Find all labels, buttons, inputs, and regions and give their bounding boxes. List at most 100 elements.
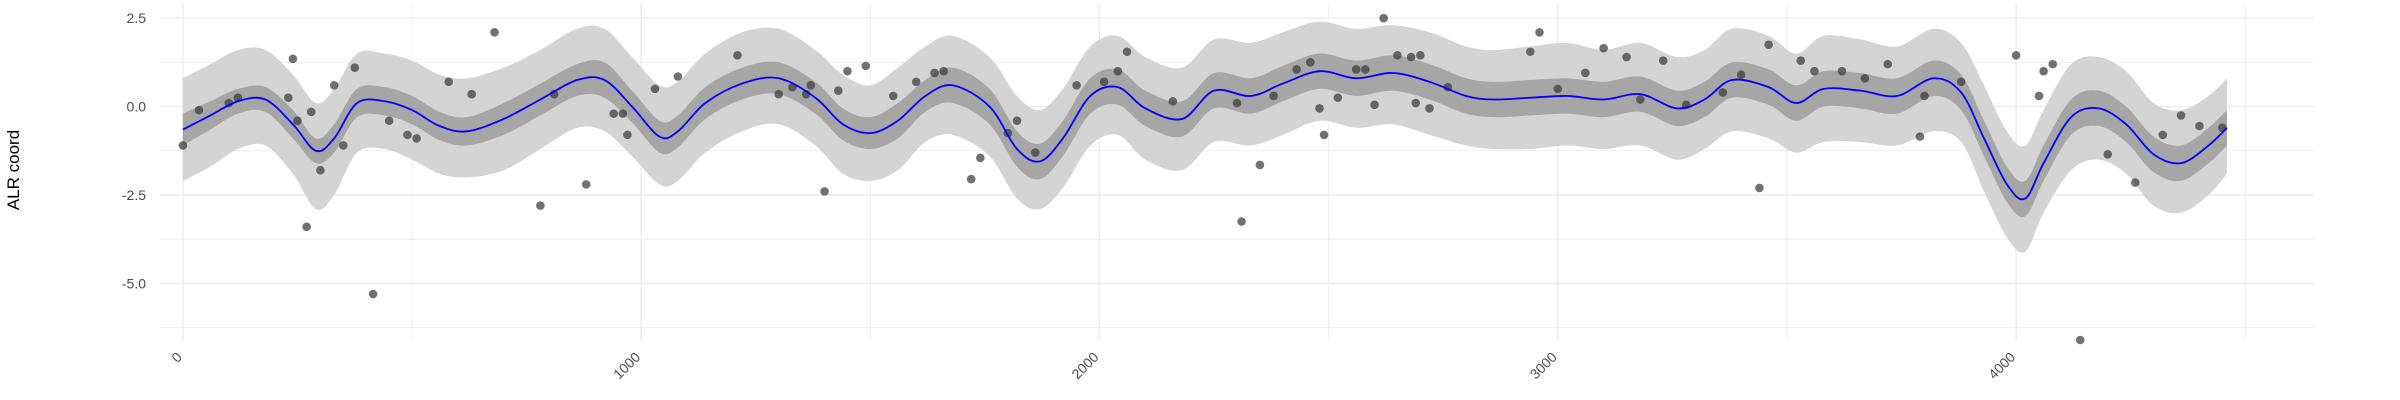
- data-point: [1736, 70, 1746, 80]
- data-point: [733, 50, 742, 60]
- data-point: [1379, 13, 1388, 23]
- data-point: [1269, 91, 1278, 101]
- data-point: [1031, 148, 1040, 157]
- data-point: [1113, 66, 1123, 76]
- data-point: [930, 68, 939, 78]
- data-point: [1406, 52, 1416, 62]
- data-point: [1553, 84, 1563, 94]
- data-point: [1292, 65, 1301, 74]
- data-point: [339, 141, 348, 150]
- data-point: [2034, 91, 2044, 101]
- data-point: [1796, 56, 1806, 65]
- y-tick-label: 0.0: [127, 99, 147, 115]
- data-point: [1411, 98, 1421, 108]
- data-point: [2048, 59, 2058, 69]
- data-point: [2218, 123, 2227, 133]
- data-point: [1636, 95, 1645, 104]
- data-point: [2176, 111, 2186, 120]
- data-point: [2011, 50, 2021, 60]
- data-point: [806, 81, 816, 90]
- y-axis-title: ALR coord: [4, 130, 23, 210]
- data-point: [911, 77, 921, 87]
- data-point: [833, 86, 843, 95]
- data-point: [350, 63, 360, 72]
- data-point: [820, 187, 829, 196]
- y-tick-label: 2.5: [127, 10, 147, 26]
- data-point: [1526, 47, 1535, 57]
- data-point: [1622, 52, 1631, 62]
- data-point: [1393, 50, 1402, 60]
- data-point: [1237, 217, 1246, 226]
- data-point: [2195, 121, 2204, 131]
- data-point: [2130, 178, 2140, 187]
- data-point: [490, 27, 499, 37]
- data-point: [178, 141, 188, 150]
- data-point: [1306, 58, 1315, 67]
- y-axis-ticks: 2.5 0.0 -2.5 -5.0: [122, 10, 146, 291]
- data-point: [1232, 98, 1242, 108]
- data-point: [1416, 50, 1425, 60]
- y-tick-label: -5.0: [122, 275, 146, 291]
- mean-line: [182, 70, 2228, 201]
- data-point: [194, 105, 204, 115]
- data-point: [302, 222, 311, 232]
- data-point: [1658, 56, 1668, 65]
- data-point: [1351, 65, 1361, 74]
- data-point: [843, 66, 852, 76]
- data-point: [774, 89, 784, 99]
- data-point: [224, 98, 234, 108]
- inner-confidence-band: [182, 53, 2227, 218]
- data-point: [618, 109, 628, 118]
- data-point: [1810, 66, 1819, 76]
- data-point: [1956, 77, 1966, 87]
- data-point: [966, 174, 976, 184]
- data-point: [1370, 100, 1379, 110]
- data-point: [1535, 27, 1544, 37]
- data-point: [1915, 132, 1925, 141]
- data-point: [2075, 335, 2085, 345]
- data-point: [609, 109, 619, 118]
- data-point: [444, 77, 454, 87]
- data-point: [1319, 130, 1329, 140]
- data-point: [1764, 40, 1773, 49]
- x-tick-label: 0: [168, 349, 185, 366]
- inner-band-area: [182, 53, 2227, 218]
- data-point: [1883, 59, 1893, 69]
- x-tick-label: 3000: [1527, 349, 1560, 382]
- x-tick-label: 1000: [610, 349, 643, 382]
- data-point: [384, 116, 394, 126]
- data-point: [316, 165, 325, 175]
- data-point: [288, 54, 298, 64]
- data-point: [581, 180, 591, 189]
- data-points: [178, 13, 2227, 345]
- data-point: [1755, 183, 1764, 193]
- data-point: [939, 66, 948, 76]
- data-point: [1920, 91, 1929, 101]
- data-point: [467, 89, 476, 99]
- data-point: [368, 289, 378, 299]
- mean-curve: [182, 70, 2228, 201]
- data-point: [650, 84, 660, 94]
- y-tick-label: -2.5: [122, 187, 146, 203]
- data-point: [1122, 47, 1132, 57]
- data-point: [1333, 93, 1343, 103]
- data-point: [1599, 43, 1608, 53]
- data-point: [2158, 130, 2168, 140]
- data-point: [1099, 77, 1109, 87]
- x-axis-ticks: 0 1000 2000 3000 4000: [168, 349, 2018, 382]
- x-tick-label: 2000: [1068, 349, 1101, 382]
- data-point: [412, 134, 421, 143]
- data-point: [306, 107, 316, 117]
- data-point: [1718, 88, 1728, 97]
- data-point: [1860, 73, 1870, 83]
- data-point: [1425, 104, 1434, 113]
- data-point: [1581, 68, 1590, 78]
- data-point: [2103, 150, 2113, 159]
- data-point: [284, 93, 293, 103]
- data-point: [888, 91, 898, 101]
- data-point: [623, 130, 632, 140]
- data-point: [1072, 81, 1081, 90]
- data-point: [403, 130, 412, 140]
- data-point: [1837, 66, 1847, 76]
